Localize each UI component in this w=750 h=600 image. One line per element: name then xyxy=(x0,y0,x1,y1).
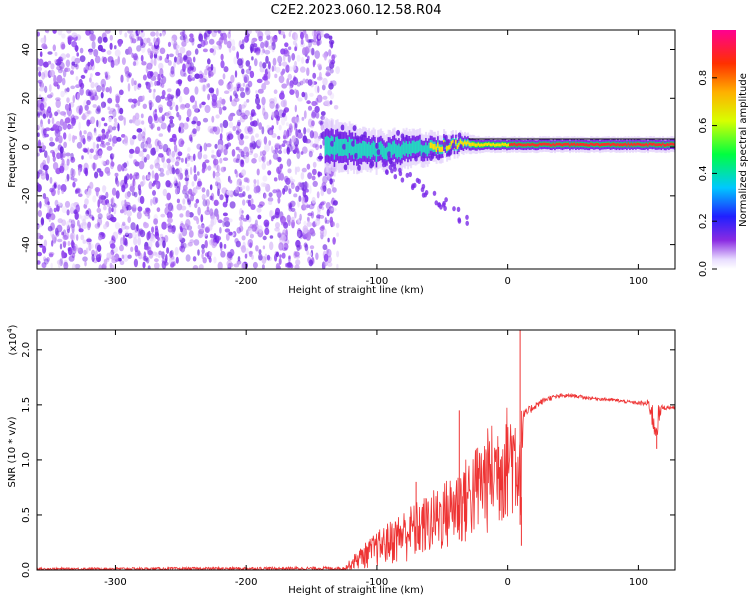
x-tick-label: -100 xyxy=(366,577,389,588)
snr-multiplier: (x104) xyxy=(6,324,19,355)
spectrogram-y-label: Frequency (Hz) xyxy=(7,112,18,188)
spectrogram-heatmap xyxy=(37,30,675,269)
x-tick-label: -300 xyxy=(104,577,127,588)
x-tick-label: 100 xyxy=(629,276,648,287)
x-tick-label: -300 xyxy=(104,276,127,287)
x-tick-label: 0 xyxy=(504,577,510,588)
colorbar-tick-label: 0.0 xyxy=(698,261,709,277)
x-tick-label: -100 xyxy=(366,276,389,287)
y-tick-label: 0.5 xyxy=(21,507,32,523)
colorbar-gradient xyxy=(712,30,736,269)
y-tick-label: -40 xyxy=(21,236,32,252)
y-tick-label: 0 xyxy=(21,144,32,150)
x-tick-label: -200 xyxy=(235,577,258,588)
spectrogram-frame xyxy=(36,29,676,270)
colorbar-tick-label: 0.6 xyxy=(698,118,709,134)
spectrogram-x-label: Height of straight line (km) xyxy=(288,285,424,296)
snr-y-label: SNR (10 * v/v) xyxy=(7,416,18,487)
y-tick-label: -20 xyxy=(21,188,32,204)
colorbar-ticks: 0.0 0.2 0.4 0.6 0.8 xyxy=(698,70,717,277)
colorbar-label: Normalized spectral amplitude xyxy=(738,73,749,227)
colorbar-tick-label: 0.4 xyxy=(698,165,709,181)
snr-x-label: Height of straight line (km) xyxy=(288,585,424,596)
x-tick-label: -200 xyxy=(235,276,258,287)
snr-axes: -300 -200 -100 0 100 0.0 0.5 1.0 1.5 2.0 xyxy=(21,330,675,588)
x-tick-label: 100 xyxy=(629,577,648,588)
y-tick-label: 0.0 xyxy=(21,562,32,578)
colorbar-tick-label: 0.8 xyxy=(698,70,709,86)
x-tick-label: 0 xyxy=(504,276,510,287)
y-tick-label: 1.5 xyxy=(21,397,32,413)
y-tick-label: 2.0 xyxy=(21,342,32,358)
chart-title: C2E2.2023.060.12.58.R04 xyxy=(270,3,441,18)
y-tick-label: 40 xyxy=(21,43,32,56)
colorbar-tick-label: 0.2 xyxy=(698,213,709,229)
y-tick-label: 20 xyxy=(21,92,32,105)
snr-series-line xyxy=(37,392,675,570)
snr-spikes xyxy=(415,330,658,551)
snr-panel: -300 -200 -100 0 100 0.0 0.5 1.0 1.5 2.0 Height o… xyxy=(6,324,676,596)
snr-frame xyxy=(36,329,676,571)
y-tick-label: 1.0 xyxy=(21,452,32,468)
colorbar: 0.0 0.2 0.4 0.6 0.8 Normalized spectral ampl… xyxy=(698,30,749,277)
